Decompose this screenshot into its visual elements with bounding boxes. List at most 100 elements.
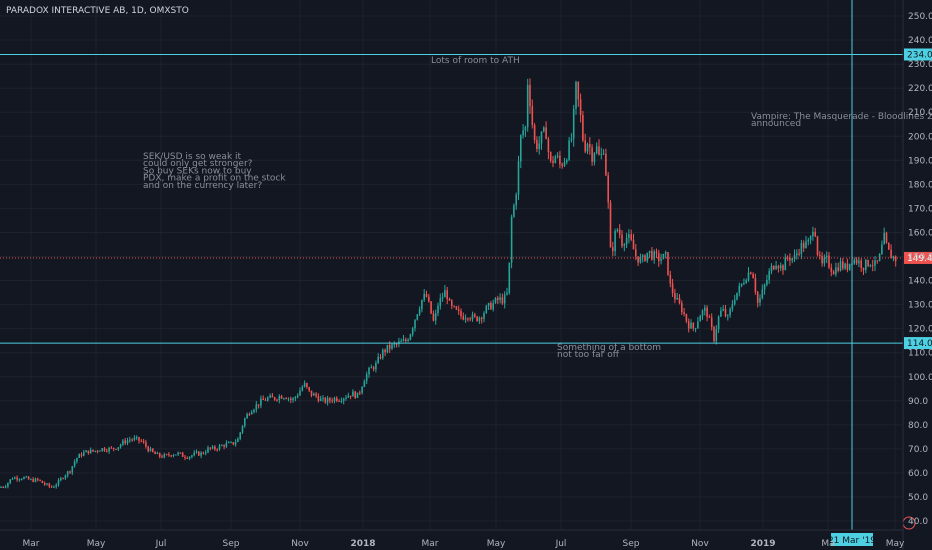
candle-body: [681, 303, 683, 313]
candle-body: [131, 439, 133, 441]
time-axis[interactable]: Mar May Jul Sep Nov 2018 Mar May Jul Sep Nov 2019 Ma…: [0, 529, 905, 549]
candle-body: [660, 259, 662, 261]
candle-body: [823, 257, 826, 264]
candle-body: [733, 299, 736, 305]
candle-body: [172, 454, 175, 456]
candle-body: [485, 305, 488, 314]
x-tick-label: Mar: [23, 539, 40, 549]
candle-body: [556, 155, 559, 157]
candle-body: [363, 381, 366, 388]
candle-body: [103, 448, 106, 451]
x-tick-label: Jul: [155, 539, 167, 549]
candle-body: [211, 446, 214, 449]
candle-body: [46, 483, 48, 485]
candle-body: [71, 466, 74, 473]
candle-body: [37, 478, 39, 480]
x-tick-label: Nov: [691, 539, 709, 549]
candle-body: [184, 456, 186, 458]
candle-body: [165, 454, 168, 456]
candle-body: [11, 478, 14, 480]
candle-body: [667, 252, 669, 275]
candle-body: [591, 147, 593, 162]
candle-body: [253, 409, 255, 413]
x-tick-label: May: [886, 539, 905, 549]
candle-body: [285, 398, 287, 400]
candle-body: [4, 486, 7, 488]
candle-body: [7, 483, 9, 487]
candle-body: [78, 454, 80, 458]
candle-body: [195, 451, 198, 453]
candle-body: [278, 396, 281, 401]
candle-body: [87, 450, 90, 454]
candle-body: [805, 241, 807, 249]
candle-body: [883, 232, 885, 245]
candle-body: [529, 84, 531, 107]
candle-body: [881, 244, 883, 255]
candle-body: [25, 476, 28, 478]
candle-body: [349, 395, 352, 397]
candle-body: [520, 135, 522, 162]
candle-body: [533, 125, 536, 141]
y-tick-label: 230.0: [908, 60, 932, 70]
candle-body: [589, 144, 591, 148]
candle-body: [768, 271, 770, 280]
candle-body: [223, 445, 225, 447]
y-tick-label: 220.0: [908, 84, 932, 94]
candle-body: [191, 455, 193, 457]
candle-body: [400, 341, 402, 343]
candle-body: [648, 250, 651, 253]
candle-body: [276, 399, 278, 401]
candle-body: [710, 317, 713, 328]
candle-body: [333, 397, 336, 402]
candle-body: [575, 81, 577, 109]
candle-body: [623, 244, 626, 246]
candle-body: [384, 349, 386, 353]
candle-body: [156, 452, 159, 455]
candle-body: [837, 267, 839, 271]
candles: [0, 78, 897, 489]
candle-body: [294, 396, 297, 399]
candle-body: [743, 283, 745, 285]
candle-body: [593, 153, 596, 162]
candle-body: [572, 108, 575, 139]
candle-body: [0, 487, 2, 489]
candle-body: [770, 265, 773, 272]
y-tick-label: 100.0: [908, 373, 932, 383]
candle-body: [639, 257, 642, 263]
candle-body: [552, 160, 554, 164]
candle-body: [487, 303, 490, 306]
y-tick-label: 140.0: [908, 277, 932, 287]
candle-body: [777, 266, 780, 269]
candle-body: [315, 393, 317, 397]
candle-body: [395, 343, 398, 345]
candle-body: [543, 127, 545, 132]
candle-body: [425, 294, 428, 297]
candle-body: [2, 487, 5, 489]
candle-body: [416, 314, 419, 320]
x-tick-label: Sep: [623, 539, 640, 549]
candle-body: [554, 156, 557, 164]
candle-body: [513, 205, 515, 217]
candle-body: [106, 450, 108, 452]
candle-body: [540, 131, 543, 144]
candle-body: [727, 315, 729, 317]
candle-body: [303, 383, 306, 387]
annotation-text: Something of a bottom not too far off: [557, 343, 661, 360]
candle-body: [200, 452, 202, 456]
candle-body: [503, 294, 506, 304]
candle-body: [848, 263, 851, 270]
candle-body: [257, 404, 260, 406]
candle-body: [92, 449, 94, 452]
candle-body: [292, 398, 294, 401]
candle-body: [731, 304, 734, 310]
price-axis[interactable]: 40.0 50.0 60.0 70.0 80.0 90.0 100.0 110.0 120.0 1…: [902, 0, 932, 550]
candle-body: [83, 452, 85, 456]
annotation-text: Lots of room to ATH: [431, 56, 520, 66]
annotation-line: PDX, make a profit on the stock: [143, 174, 286, 184]
candle-body: [264, 399, 267, 401]
y-tick-label: 40.0: [908, 517, 928, 527]
annotation-line: Vampire: The Masquerade - Bloodlines 2: [751, 112, 932, 122]
